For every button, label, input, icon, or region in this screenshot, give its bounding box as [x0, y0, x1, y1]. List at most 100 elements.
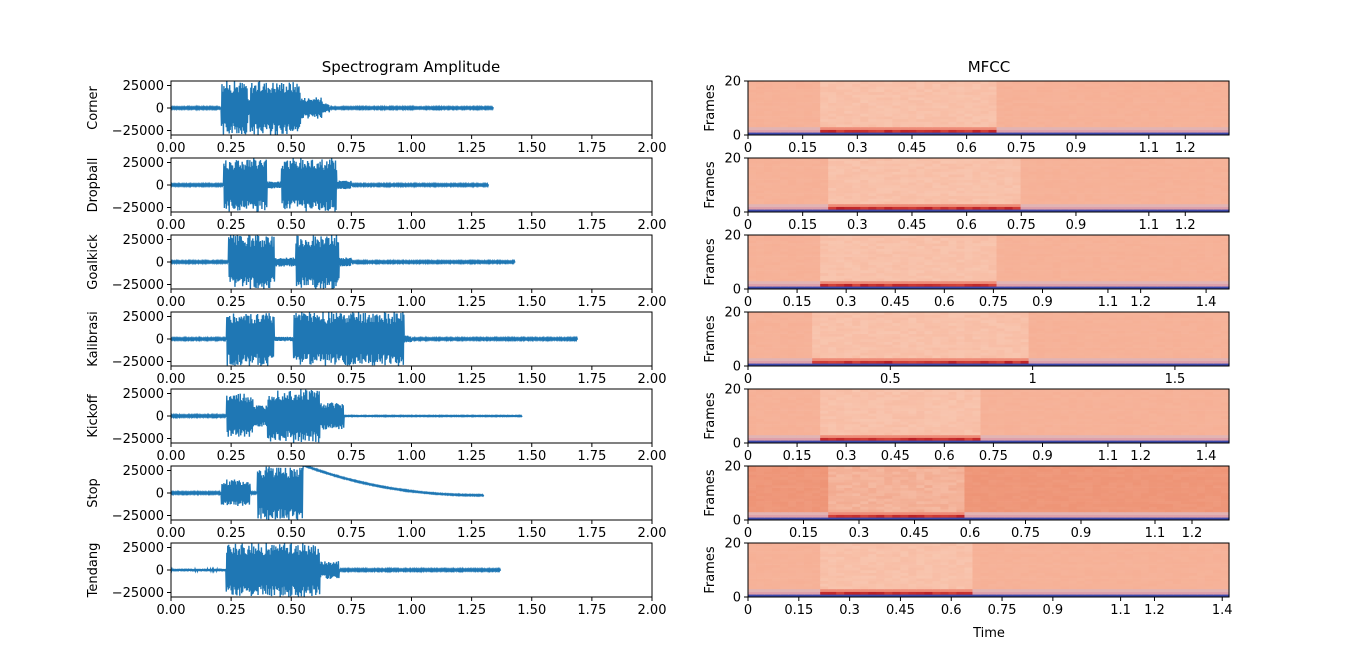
mfcc-cell [884, 278, 893, 282]
mfcc-cell [1172, 102, 1182, 106]
mfcc-cell [1180, 248, 1190, 252]
mfcc-cell [844, 328, 853, 332]
mfcc-cell [972, 160, 982, 164]
mfcc-cell [1140, 81, 1150, 84]
x-tick-label: 1.50 [517, 141, 546, 156]
mfcc-cell [820, 187, 829, 191]
mfcc-cell [1068, 275, 1078, 279]
mfcc-cell [828, 344, 837, 348]
mfcc-cell [796, 86, 805, 90]
mfcc-cell [796, 328, 805, 332]
mfcc-cell [788, 99, 797, 103]
mfcc-cell [852, 126, 861, 130]
mfcc-cell [932, 168, 941, 172]
mfcc-cell [1172, 267, 1182, 271]
mfcc-cell [964, 278, 974, 282]
mfcc-cell [1100, 325, 1110, 329]
mfcc-cell [1036, 166, 1046, 170]
mfcc-cell [1156, 198, 1166, 202]
mfcc-cell [956, 360, 966, 364]
mfcc-cell [1004, 262, 1014, 265]
mfcc-cell [988, 344, 998, 348]
x-tick-label: 1.25 [457, 141, 486, 156]
mfcc-cell [956, 174, 966, 178]
mfcc-cell [996, 280, 1006, 284]
mfcc-cell [1020, 81, 1030, 84]
mfcc-y-axis-label: Frames [703, 238, 718, 286]
mfcc-cell [1004, 363, 1014, 367]
mfcc-cell [828, 352, 837, 356]
mfcc-cell [1180, 245, 1190, 249]
mfcc-cell [1188, 126, 1198, 130]
mfcc-cell [1188, 83, 1198, 87]
mfcc-cell [884, 190, 893, 194]
mfcc-cell [812, 166, 821, 170]
mfcc-cell [1108, 94, 1118, 98]
mfcc-cell [1188, 97, 1198, 101]
mfcc-cell [1188, 121, 1198, 125]
mfcc-cell [868, 160, 877, 164]
mfcc-cell [916, 253, 925, 257]
mfcc-cell [1212, 253, 1222, 257]
mfcc-cell [820, 349, 829, 353]
mfcc-cell [1172, 195, 1182, 199]
mfcc-cell [764, 160, 773, 164]
mfcc-cell [764, 168, 773, 172]
mfcc-cell [1204, 320, 1214, 324]
mfcc-cell [988, 262, 998, 265]
mfcc-cell [956, 325, 966, 329]
mfcc-cell [1140, 195, 1150, 199]
mfcc-cell [796, 89, 805, 93]
mfcc-cell [1124, 272, 1134, 276]
mfcc-cell [1164, 357, 1174, 361]
mfcc-cell [908, 121, 917, 125]
mfcc-cell [876, 262, 885, 265]
mfcc-cell [1196, 270, 1206, 274]
mfcc-cell [1052, 105, 1062, 109]
mfcc-cell [804, 275, 813, 279]
mfcc-cell [1212, 118, 1222, 122]
mfcc-cell [1020, 240, 1030, 244]
mfcc-cell [900, 363, 909, 367]
mfcc-cell [956, 235, 966, 238]
mfcc-cell [1148, 330, 1158, 334]
mfcc-cell [820, 110, 829, 114]
mfcc-cell [820, 253, 829, 257]
mfcc-cell [1012, 317, 1022, 321]
mfcc-cell [1196, 124, 1206, 128]
mfcc-cell [844, 124, 853, 128]
mfcc-cell [1220, 347, 1230, 351]
mfcc-cell [748, 132, 757, 136]
mfcc-cell [1012, 267, 1022, 271]
mfcc-cell [860, 126, 869, 130]
mfcc-cell [1148, 97, 1158, 101]
mfcc-cell [820, 116, 829, 120]
mfcc-cell [860, 91, 869, 95]
mfcc-cell [956, 163, 966, 167]
mfcc-cell [1180, 363, 1190, 367]
mfcc-cell [1164, 118, 1174, 122]
mfcc-cell [1044, 110, 1054, 114]
mfcc-cell [1020, 129, 1030, 133]
mfcc-cell [1052, 206, 1062, 210]
mfcc-cell [924, 344, 933, 348]
mfcc-cell [772, 349, 781, 353]
mfcc-cell [948, 259, 958, 263]
mfcc-cell [1068, 176, 1078, 180]
mfcc-cell [1180, 86, 1190, 90]
mfcc-cell [1116, 336, 1126, 340]
mfcc-cell [1060, 355, 1070, 359]
mfcc-cell [876, 195, 885, 199]
mfcc-cell [860, 105, 869, 109]
mfcc-cell [1108, 235, 1118, 238]
mfcc-cell [988, 349, 998, 353]
mfcc-cell [900, 187, 909, 191]
mfcc-cell [1124, 270, 1134, 274]
mfcc-cell [1172, 360, 1182, 364]
mfcc-cell [1164, 168, 1174, 172]
mfcc-cell [884, 275, 893, 279]
mfcc-cell [972, 132, 982, 136]
mfcc-cell [1116, 99, 1126, 103]
mfcc-cell [972, 360, 982, 364]
mfcc-cell [852, 195, 861, 199]
